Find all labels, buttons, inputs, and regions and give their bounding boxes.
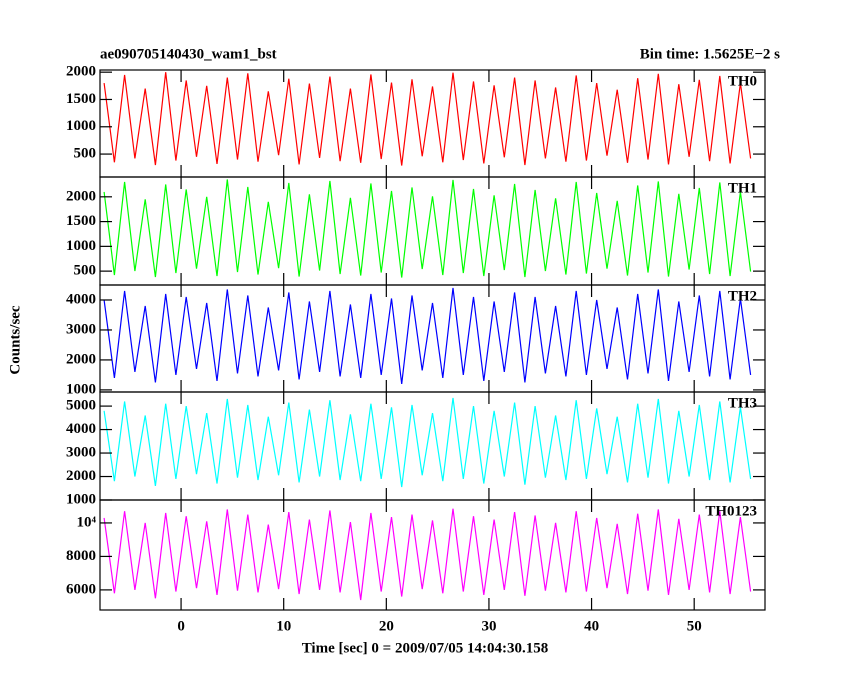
panel-label: TH3	[728, 395, 757, 411]
y-tick-label: 2000	[66, 188, 96, 204]
light-curve	[103, 397, 752, 488]
y-tick-label: 2000	[66, 64, 96, 80]
panel-label: TH0123	[705, 503, 757, 519]
panel-label: TH0	[728, 73, 757, 89]
y-tick-label: 1000	[66, 491, 96, 507]
panel-frame	[99, 69, 766, 178]
y-tick-label: 3000	[66, 321, 96, 337]
y-tick-label: 1000	[66, 118, 96, 134]
y-tick-label: 500	[74, 263, 97, 279]
x-tick-label: 50	[687, 618, 702, 634]
y-tick-label: 4000	[66, 291, 96, 307]
x-tick-label: 0	[177, 618, 185, 634]
y-tick-label: 6000	[66, 581, 96, 597]
y-tick-label: 10⁴	[77, 514, 97, 530]
y-tick-label: 1000	[66, 238, 96, 254]
y-tick-label: 1500	[66, 91, 96, 107]
light-curve	[103, 179, 752, 278]
light-curve	[103, 508, 752, 601]
panel-frame	[99, 176, 766, 286]
chart-title: ae090705140430_wam1_bst	[100, 46, 277, 62]
y-tick-label: 500	[74, 146, 97, 162]
y-tick-label: 1500	[66, 213, 96, 229]
y-axis-label: Counts/sec	[7, 305, 23, 375]
light-curve	[103, 287, 752, 384]
y-tick-label: 2000	[66, 468, 96, 484]
panel-frame	[99, 284, 766, 393]
panel-label: TH1	[728, 180, 757, 196]
x-tick-label: 40	[584, 618, 599, 634]
x-tick-label: 30	[481, 618, 496, 634]
y-tick-label: 2000	[66, 351, 96, 367]
y-tick-label: 3000	[66, 444, 96, 460]
x-tick-label: 10	[276, 618, 291, 634]
panel-frame	[99, 499, 766, 611]
x-tick-label: 20	[379, 618, 394, 634]
y-tick-label: 1000	[66, 381, 96, 397]
light-curve	[103, 72, 752, 166]
y-tick-label: 5000	[66, 398, 96, 414]
y-tick-label: 4000	[66, 421, 96, 437]
x-axis-label: Time [sec] 0 = 2009/07/05 14:04:30.158	[302, 640, 549, 656]
chart-subtitle: Bin time: 1.5625E−2 s	[640, 46, 780, 62]
panel-frame	[99, 391, 766, 501]
y-tick-label: 8000	[66, 548, 96, 564]
panel-label: TH2	[728, 288, 757, 304]
